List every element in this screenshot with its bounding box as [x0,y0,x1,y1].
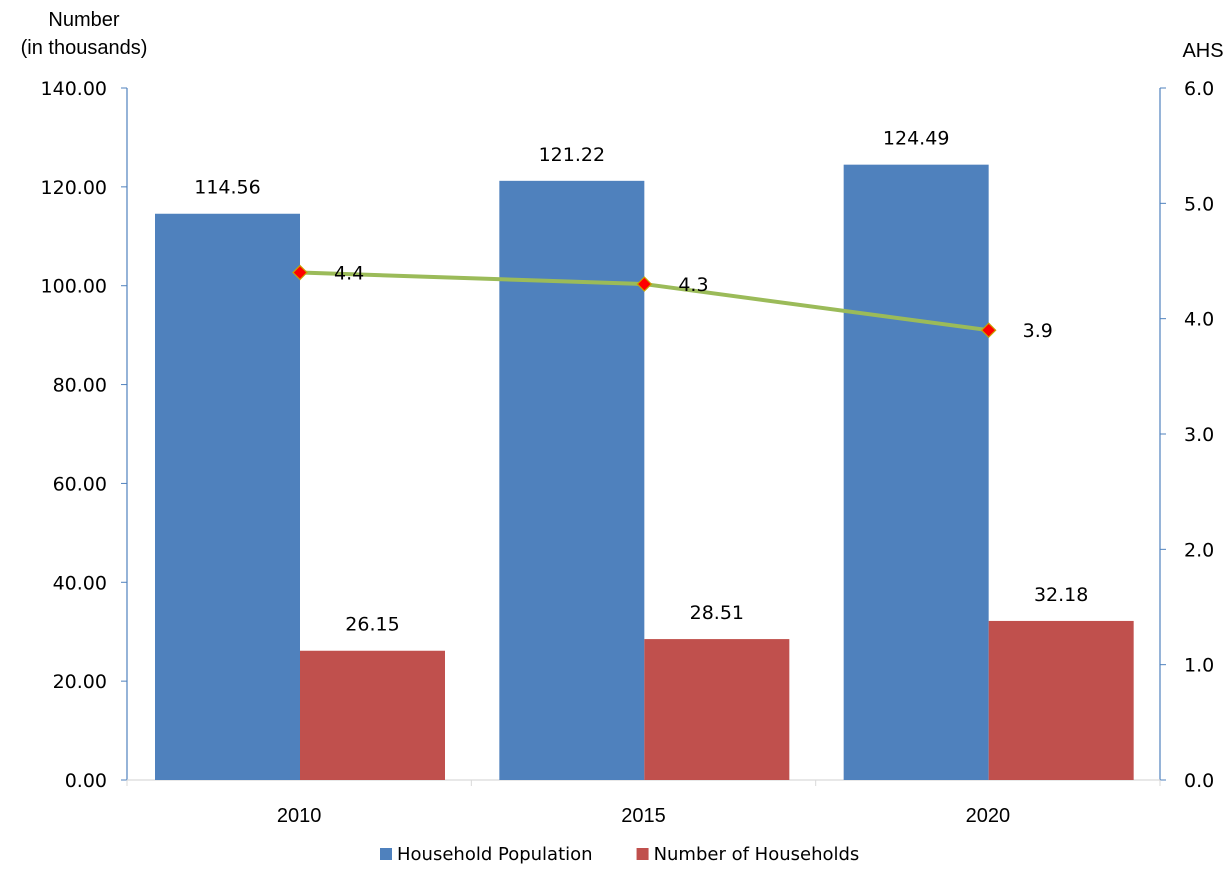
ahs-point-marker [980,322,997,339]
data-labels: 114.56 121.22 124.49 26.15 28.51 32.18 4.4 4.3 3… [194,128,1088,636]
bar-value-label: 124.49 [883,128,949,150]
legend-item: Number of Households [636,844,860,865]
y-left-title-line1: Number [48,9,119,31]
bar-value-label: 121.22 [539,144,605,166]
bar [300,650,445,780]
bar [499,180,645,781]
legend-label: Number of Households [654,844,860,865]
y-right-tick-label: 3.0 [1184,424,1214,446]
ahs-value-label: 3.9 [1023,320,1053,342]
ahs-value-label: 4.4 [334,263,364,285]
x-tick-label: 2020 [966,805,1011,827]
y-left-tick-label: 0.00 [65,770,107,792]
legend-swatch [636,848,649,860]
bars [155,164,1134,781]
bar [644,639,790,780]
y-left-tick-label: 60.00 [53,473,107,495]
ahs-point-marker [292,264,308,281]
x-tick-label: 2015 [621,805,666,827]
y-left-tick-label: 40.00 [53,572,107,594]
legend-item: Household Population [380,844,593,865]
bar [843,164,989,781]
y-right-tick-label: 6.0 [1184,78,1214,100]
y-right-tick-label: 1.0 [1184,655,1214,677]
y-right-tick-label: 2.0 [1184,539,1214,561]
bar [155,213,300,781]
bar-value-label: 32.18 [1034,584,1088,606]
bar-value-label: 26.15 [345,614,399,636]
y-left-tick-label: 100.00 [41,276,107,298]
y-right-tick-label: 5.0 [1184,193,1214,215]
legend-label: Household Population [397,844,593,865]
y-right-tick-label: 0.0 [1184,770,1214,792]
ahs-value-label: 4.3 [678,274,708,296]
bar-value-label: 28.51 [690,602,744,624]
legend: Household Population Number of Households [380,844,859,865]
y-right-tick-label: 4.0 [1184,309,1214,331]
x-tick-label: 2010 [277,805,322,827]
y-right-title: AHS [1182,40,1223,62]
y-left-tick-label: 80.00 [53,375,107,397]
y-left-tick-label: 20.00 [53,671,107,693]
y-left-title-line2: (in thousands) [21,37,148,59]
y-left-title: Number (in thousands) [21,9,148,59]
bar-value-label: 114.56 [194,177,260,199]
ahs-line [292,264,997,339]
legend-swatch [380,848,392,860]
y-left-tick-label: 120.00 [41,177,107,199]
ahs-point-marker [636,276,653,292]
bar [988,620,1134,780]
axes: 0.00 20.00 40.00 60.00 80.00 100.00 120.00 140.… [41,78,1215,827]
y-left-tick-label: 140.00 [41,78,107,100]
